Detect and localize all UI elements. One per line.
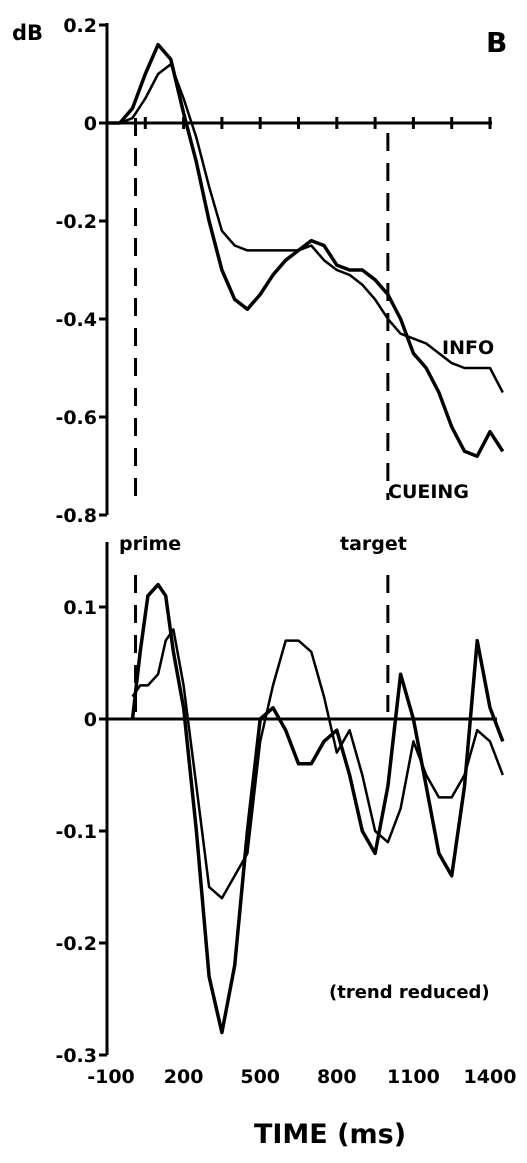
x-tick-label: -100 <box>87 1066 135 1088</box>
event-label-target: target <box>340 533 407 555</box>
top-panel: B dB 0.2 0 -0.2 -0.4 -0.6 -0.8 prime target IN… <box>12 15 507 555</box>
y-tick-label-bottom: -0.1 <box>55 821 97 843</box>
x-tick-label: 1400 <box>464 1066 517 1088</box>
series-line-cueing <box>107 42 505 458</box>
y-tick-label-bottom: 0 <box>84 709 97 731</box>
y-tick-label-bottom: -0.3 <box>55 1045 97 1067</box>
bottom-panel: 0.1 0 -0.1 -0.2 -0.3 -100 200 500 800 1100 1400 (… <box>55 542 516 1150</box>
x-axis-title: TIME (ms) <box>254 1119 406 1150</box>
y-tick-label-top: -0.8 <box>55 505 97 527</box>
y-tick-label-top: -0.4 <box>55 309 97 331</box>
y-unit-label: dB <box>12 21 43 45</box>
y-tick-label-top: -0.6 <box>55 407 97 429</box>
series-label-cueing: CUEING <box>388 481 469 503</box>
x-tick-label: 200 <box>164 1066 204 1088</box>
x-tick-label: 1100 <box>387 1066 440 1088</box>
x-tick-label: 800 <box>317 1066 357 1088</box>
y-tick-label-top: 0.2 <box>63 15 97 37</box>
y-tick-label-bottom: -0.2 <box>55 933 97 955</box>
x-tick-label: 500 <box>240 1066 280 1088</box>
series-line-bottom-1 <box>131 628 504 900</box>
y-tick-label-bottom: 0.1 <box>63 597 97 619</box>
panel-label: B <box>486 26 507 59</box>
y-tick-label-top: -0.2 <box>55 211 97 233</box>
series-line-bottom-2 <box>130 582 505 1035</box>
trend-annotation: (trend reduced) <box>329 982 490 1003</box>
y-tick-label-top: 0 <box>84 113 97 135</box>
series-label-info: INFO <box>442 337 494 359</box>
event-label-prime: prime <box>119 533 181 555</box>
